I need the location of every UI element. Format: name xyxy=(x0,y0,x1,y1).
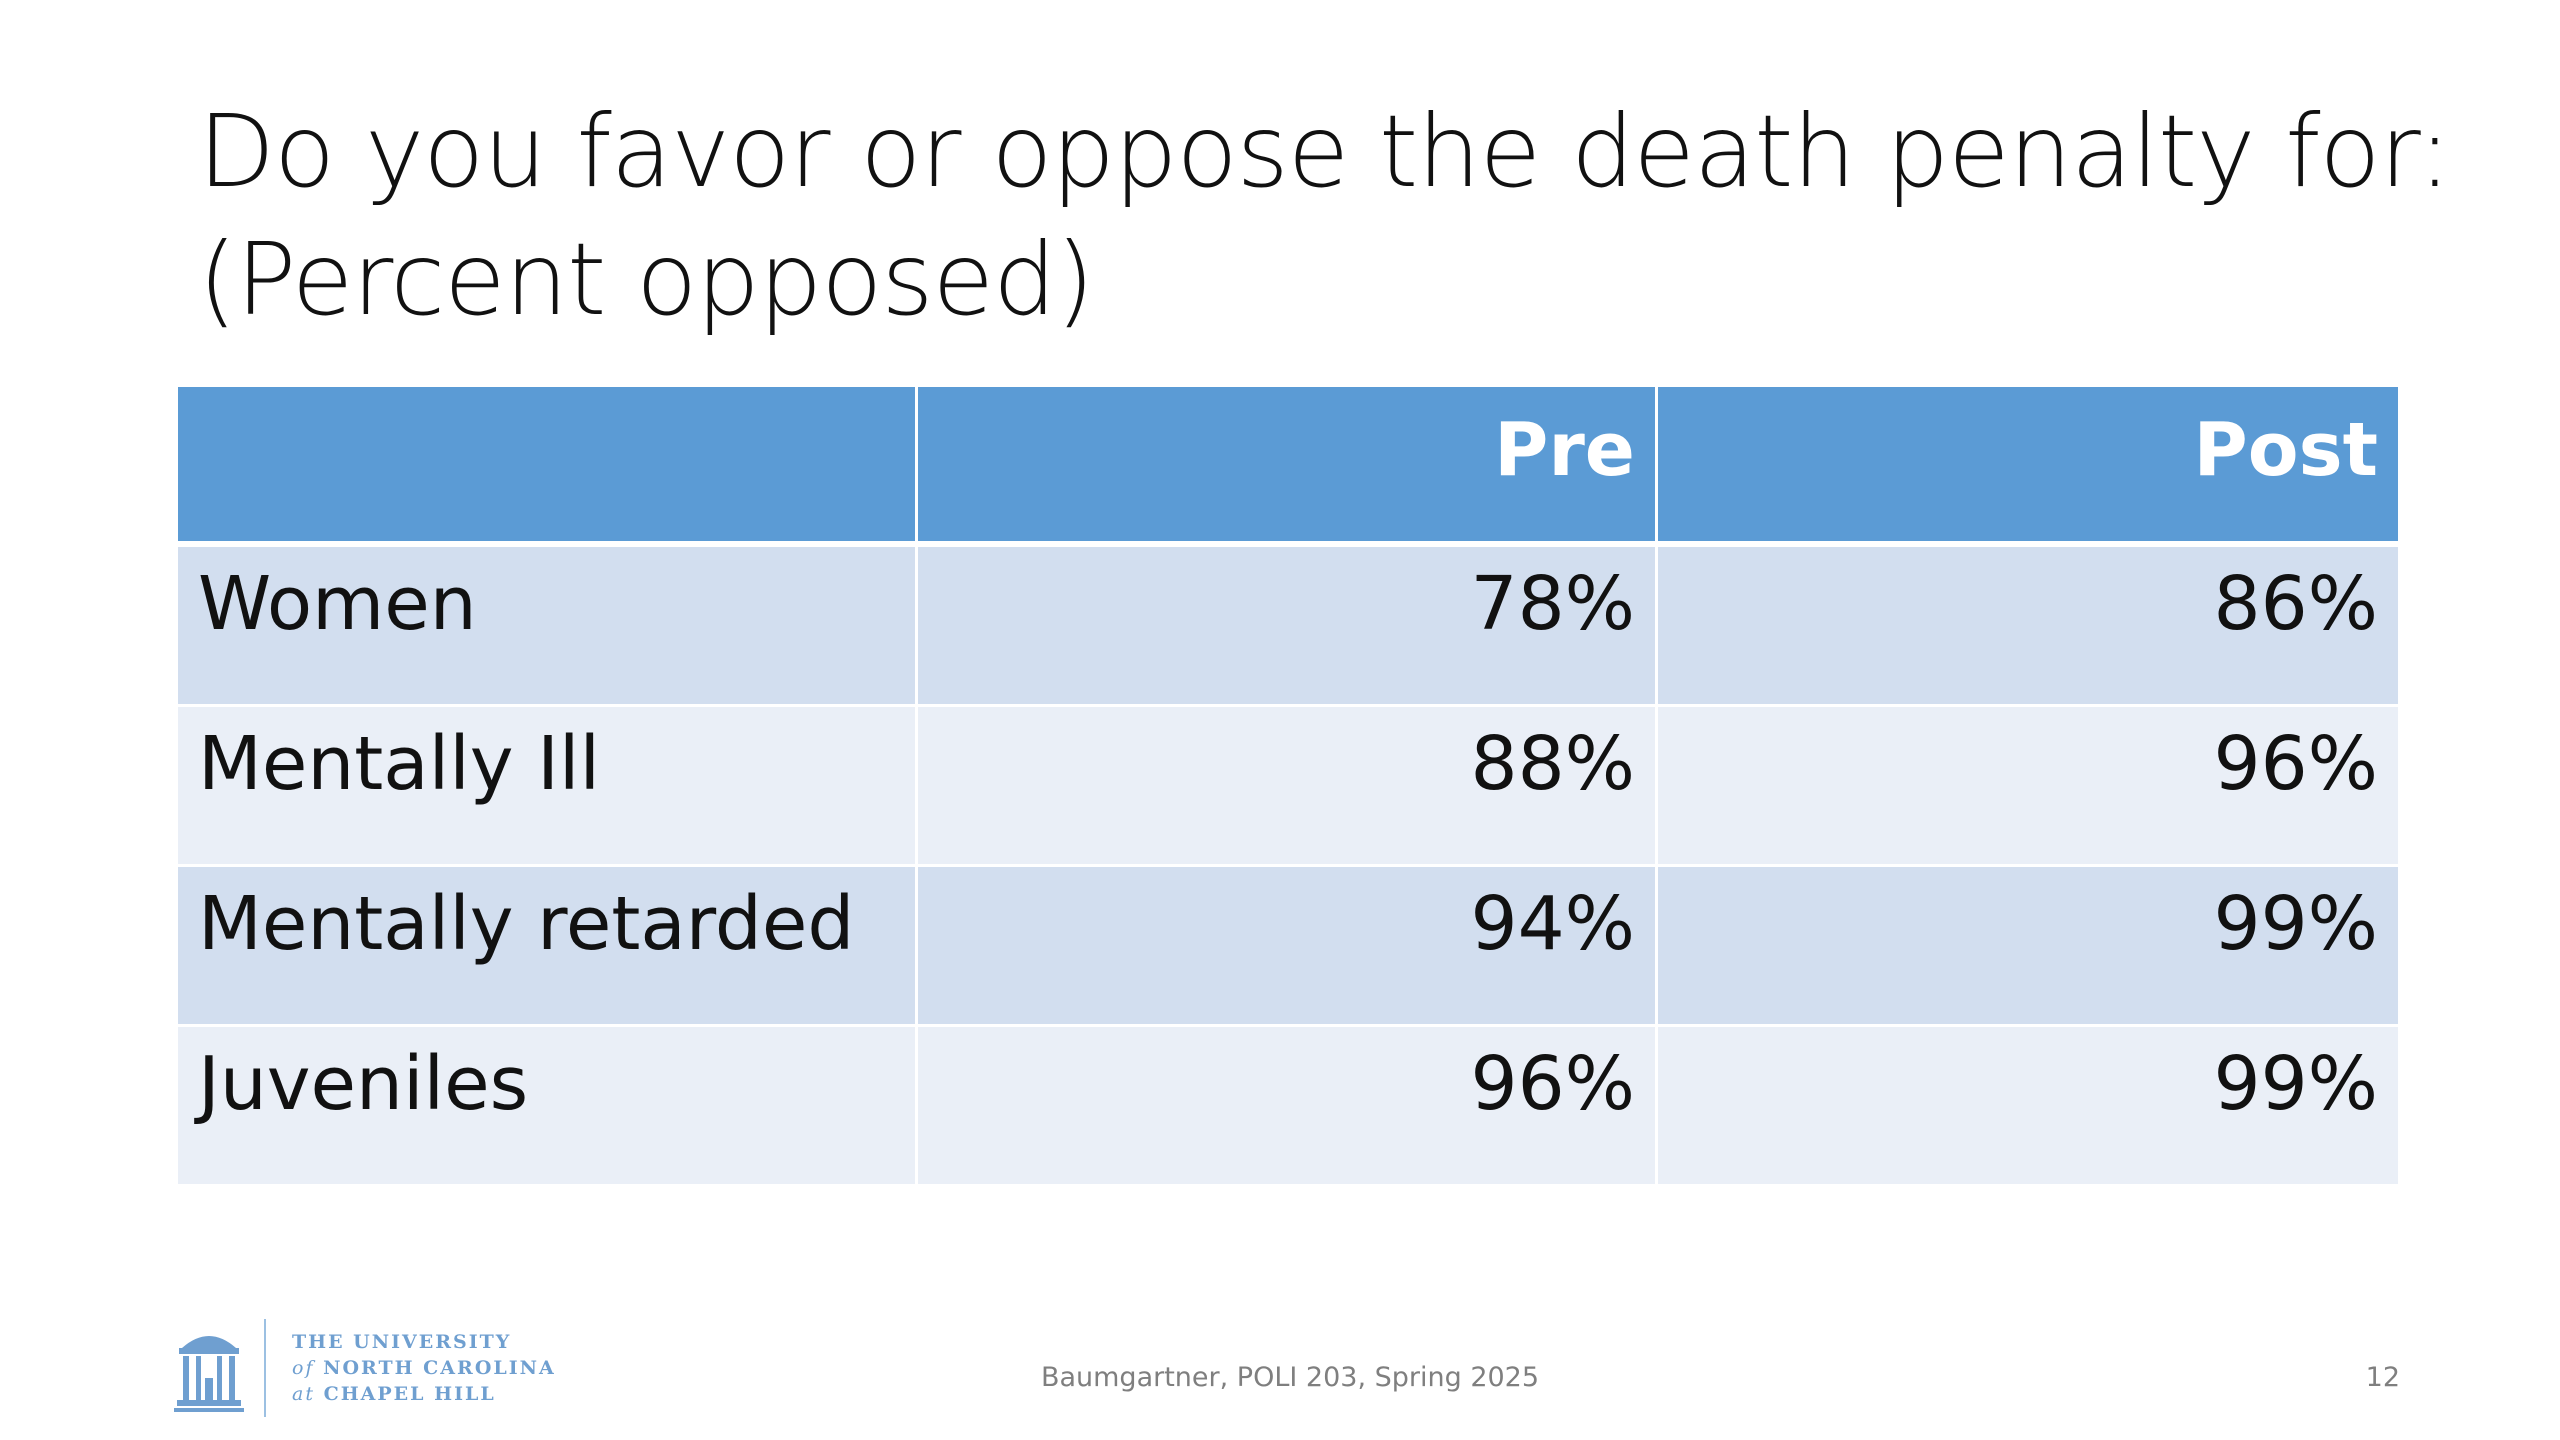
title-line-1: Do you favor or oppose the death penalty… xyxy=(198,93,2452,210)
pre-value: 96% xyxy=(918,1027,1658,1187)
footer-text: Baumgartner, POLI 203, Spring 2025 xyxy=(1040,1362,1540,1393)
university-logo: THE UNIVERSITY of NORTH CAROLINA at CHAP… xyxy=(174,1318,556,1418)
table-row: Women 78% 86% xyxy=(178,547,2398,707)
table-row: Juveniles 96% 99% xyxy=(178,1027,2398,1187)
table-row: Mentally retarded 94% 99% xyxy=(178,867,2398,1027)
row-label: Juveniles xyxy=(178,1027,918,1187)
table-row: Mentally Ill 88% 96% xyxy=(178,707,2398,867)
table-header-row: Pre Post xyxy=(178,387,2398,547)
logo-line-1: THE UNIVERSITY xyxy=(292,1331,512,1353)
slide-title: Do you favor or oppose the death penalty… xyxy=(198,88,2452,344)
row-label: Mentally retarded xyxy=(178,867,918,1027)
post-value: 86% xyxy=(1658,547,2398,707)
row-label: Mentally Ill xyxy=(178,707,918,867)
pre-value: 78% xyxy=(918,547,1658,707)
header-pre: Pre xyxy=(918,387,1658,547)
post-value: 99% xyxy=(1658,867,2398,1027)
old-well-icon xyxy=(174,1336,244,1412)
logo-line-2: of NORTH CAROLINA xyxy=(292,1357,556,1379)
logo-divider xyxy=(264,1319,266,1417)
post-value: 96% xyxy=(1658,707,2398,867)
pre-value: 88% xyxy=(918,707,1658,867)
row-label: Women xyxy=(178,547,918,707)
slide-number: 12 xyxy=(2365,1362,2400,1393)
pre-value: 94% xyxy=(918,867,1658,1027)
results-table: Pre Post Women 78% 86% Mentally Ill 88% … xyxy=(178,387,2398,1187)
logo-wordmark: THE UNIVERSITY of NORTH CAROLINA at CHAP… xyxy=(292,1329,556,1407)
logo-line-3: at CHAPEL HILL xyxy=(292,1383,496,1405)
post-value: 99% xyxy=(1658,1027,2398,1187)
header-post: Post xyxy=(1658,387,2398,547)
title-line-2: (Percent opposed) xyxy=(198,221,1095,338)
header-blank xyxy=(178,387,918,547)
